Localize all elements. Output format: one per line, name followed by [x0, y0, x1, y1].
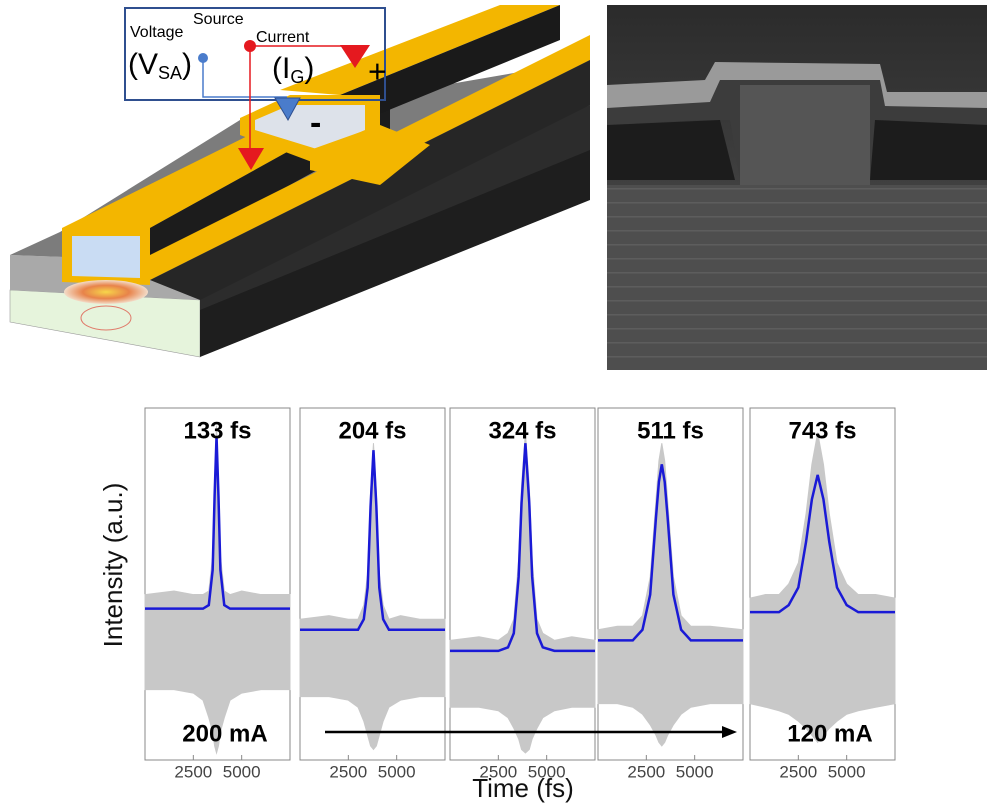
ig-label: (IG)	[272, 52, 314, 87]
vsa-label: (VSA)	[128, 48, 192, 83]
source-label: Source	[193, 11, 244, 28]
ig-open: (I	[272, 52, 290, 85]
pulse-width-label: 133 fs	[183, 417, 251, 444]
pulse-width-label: 204 fs	[338, 417, 406, 444]
sem-image	[607, 5, 987, 370]
y-axis-label: Intensity (a.u.)	[98, 483, 128, 648]
x-tick-label: 2500	[174, 762, 212, 781]
ig-sub: G	[290, 67, 304, 87]
plus-label: +	[368, 53, 387, 89]
vsa-close: )	[182, 48, 192, 81]
x-tick-label: 5000	[223, 762, 261, 781]
figure: Voltage Source Current (VSA) (IG) + - In…	[0, 0, 987, 805]
x-tick-label: 5000	[676, 762, 714, 781]
voltage-label: Voltage	[130, 24, 183, 41]
x-tick-label: 2500	[479, 762, 517, 781]
vsa-sub: SA	[158, 63, 182, 83]
x-tick-label: 2500	[329, 762, 367, 781]
x-tick-label: 2500	[779, 762, 817, 781]
x-tick-label: 5000	[828, 762, 866, 781]
x-tick-label: 2500	[627, 762, 665, 781]
pulse-width-label: 743 fs	[788, 417, 856, 444]
ig-close: )	[304, 52, 314, 85]
pulse-width-label: 511 fs	[637, 417, 704, 444]
x-tick-label: 5000	[528, 762, 566, 781]
start-current: 200 mA	[182, 720, 267, 747]
x-tick-label: 5000	[378, 762, 416, 781]
vsa-open: (V	[128, 48, 158, 81]
minus-label: -	[310, 104, 321, 142]
current-label: Current	[256, 29, 310, 46]
end-current: 120 mA	[787, 720, 872, 747]
pulse-width-label: 324 fs	[488, 417, 556, 444]
device-schematic	[10, 5, 590, 357]
